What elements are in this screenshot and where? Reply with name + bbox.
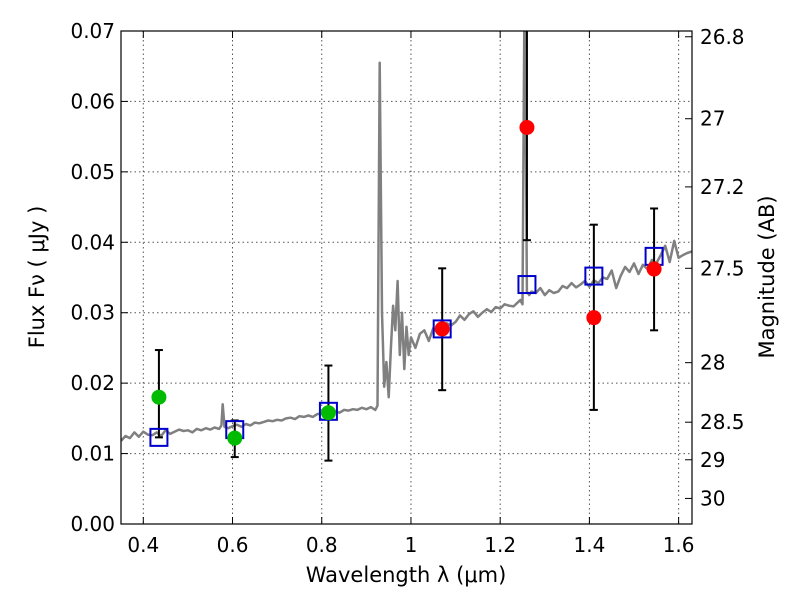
right-tick-label: 27.2 [700,175,745,199]
model-photometry-square [517,275,537,295]
x-tick-label: 1.2 [484,533,516,557]
x-tick-label: 0.6 [217,533,249,557]
model-photometry-square [432,319,452,339]
plot-frame [120,30,693,525]
y-tick-label: 0.04 [70,230,115,254]
right-tick-label: 27 [700,107,725,131]
y-tick-label: 0.02 [70,371,115,395]
y-tick-label: 0.05 [70,160,115,184]
right-tick-label: 28 [700,351,725,375]
model-spectrum-line [121,31,692,442]
observed-point-green [151,389,167,405]
right-tick-label: 28.5 [700,410,745,434]
plot-data [121,31,692,462]
observed-point-green [320,405,336,421]
right-tick-label: 26.8 [700,25,745,49]
x-axis-title: Wavelength λ (μm) [306,563,507,587]
right-axis-title: Magnitude (AB) [755,195,779,358]
x-tick-label: 1.4 [573,533,605,557]
observed-point-red [646,261,662,277]
observed-point-green [227,430,243,446]
right-tick-label: 29 [700,448,725,472]
model-photometry-square [584,266,604,286]
observed-point-red [434,321,450,337]
y-tick-label: 0.01 [70,442,115,466]
tick-labels: 0.4 0.6 0.8 1 1.2 1.4 1.6 0.00 0.01 0.02 0.03 0.04 0… [70,19,744,557]
observed-point-red [586,310,602,326]
right-tick-label: 27.5 [700,256,745,280]
y-tick-label: 0.03 [70,301,115,325]
y-tick-label: 0.06 [70,89,115,113]
x-tick-label: 1 [405,533,418,557]
y-tick-label: 0.07 [70,19,115,43]
x-tick-label: 0.4 [127,533,159,557]
observed-point-red [519,119,535,135]
y-axis-title: Flux Fν ( μJy ) [25,206,49,349]
x-tick-label: 0.8 [306,533,338,557]
x-tick-label: 1.6 [663,533,695,557]
model-photometry-square [149,427,169,447]
y-tick-label: 0.00 [70,512,115,536]
right-tick-label: 30 [700,486,725,510]
